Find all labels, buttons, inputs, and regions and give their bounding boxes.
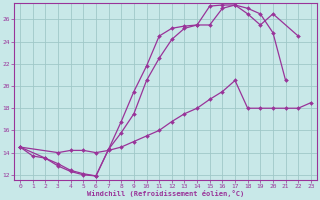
X-axis label: Windchill (Refroidissement éolien,°C): Windchill (Refroidissement éolien,°C) — [87, 190, 244, 197]
